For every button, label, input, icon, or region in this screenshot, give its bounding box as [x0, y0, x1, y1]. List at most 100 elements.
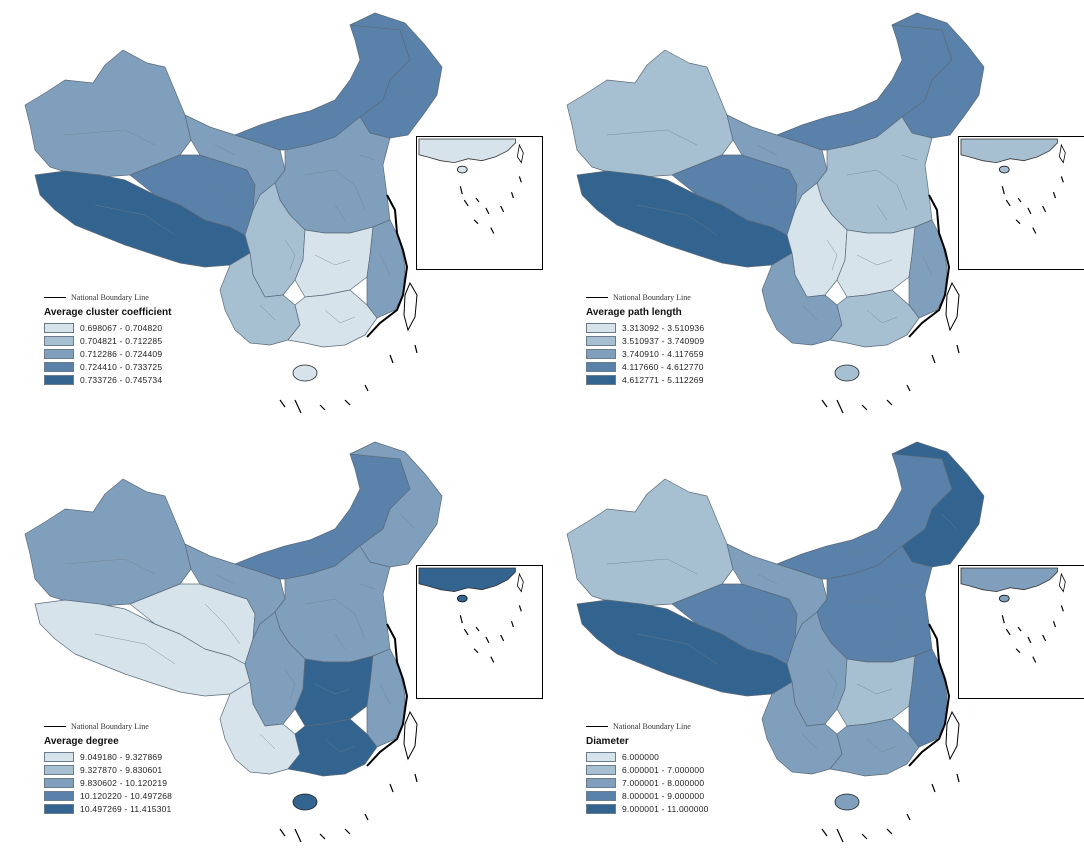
boundary-dash	[886, 828, 893, 835]
inset-dash	[1052, 620, 1057, 628]
province-border	[324, 738, 356, 753]
choropleth-map	[24, 12, 443, 414]
inset-dash	[1060, 605, 1064, 612]
legend-label: 10.120220 - 10.497268	[80, 790, 173, 801]
inset-hainan	[998, 594, 1010, 603]
inset-dash	[1005, 199, 1011, 207]
boundary-dash	[931, 783, 936, 793]
legend-swatch	[44, 374, 74, 385]
choropleth-map	[566, 441, 985, 843]
map-legend: National Boundary Line Average degree 9.04…	[44, 722, 172, 815]
boundary-dash	[821, 828, 828, 837]
legend-label: 0.698067 - 0.704820	[80, 322, 163, 333]
legend-label: 3.510937 - 3.740909	[622, 335, 705, 346]
legend-item: 0.698067 - 0.704820	[44, 321, 171, 334]
province-border	[866, 309, 898, 324]
legend-label: 4.117660 - 4.612770	[622, 361, 704, 372]
legend-item: 0.733726 - 0.745734	[44, 373, 171, 386]
province-border	[856, 683, 893, 695]
inset-dash	[1001, 615, 1005, 624]
boundary-legend-entry: National Boundary Line	[586, 722, 709, 731]
legend-label: 9.327870 - 9.830601	[80, 764, 163, 775]
province-border	[846, 598, 908, 640]
region-taiwan	[403, 281, 418, 332]
boundary-legend-entry: National Boundary Line	[44, 722, 172, 731]
legend-swatch	[44, 803, 74, 814]
legend-swatch	[44, 322, 74, 333]
legend-item: 3.510937 - 3.740909	[586, 334, 704, 347]
legend-swatch	[586, 790, 616, 801]
legend-label: 4.612771 - 5.112269	[622, 374, 704, 385]
legend-item: 6.000001 - 7.000000	[586, 763, 709, 776]
legend-title: Average path length	[586, 307, 682, 318]
legend-item: 9.327870 - 9.830601	[44, 763, 172, 776]
boundary-legend-entry: National Boundary Line	[586, 293, 704, 302]
inset-dash	[510, 191, 515, 199]
boundary-line-swatch	[44, 726, 66, 727]
boundary-line-swatch	[44, 297, 66, 298]
province-border	[876, 633, 888, 650]
province-border	[756, 573, 778, 585]
inset-dash	[1001, 186, 1005, 195]
inset-dash	[490, 656, 495, 663]
legend-label: 6.000000	[622, 751, 660, 762]
legend-title: Average degree	[44, 736, 119, 747]
legend-item: 3.313092 - 3.510936	[586, 321, 704, 334]
region-xinjiang	[24, 478, 192, 607]
province-border	[204, 603, 241, 645]
boundary-dash	[344, 828, 351, 835]
inset-taiwan	[516, 143, 524, 164]
map-legend: National Boundary Line Average cluster co…	[44, 293, 171, 386]
province-border	[359, 583, 376, 590]
inset-dash	[459, 615, 463, 624]
legend-label: 10.497269 - 11.415301	[80, 803, 172, 814]
inset-dash	[475, 197, 480, 203]
inset-dash	[463, 199, 469, 207]
inset-hainan	[998, 165, 1010, 174]
map-panel-4: National Boundary Line Diameter 6.000000 6.…	[542, 429, 1084, 858]
legend-item: 7.000001 - 8.000000	[586, 776, 709, 789]
legend-swatch	[586, 374, 616, 385]
boundary-dash	[821, 399, 828, 408]
boundary-dash	[364, 813, 369, 821]
legend-item: 10.120220 - 10.497268	[44, 789, 172, 802]
province-border	[334, 204, 346, 221]
boundary-dash	[956, 344, 960, 354]
legend-title: Average cluster coefficient	[44, 307, 172, 318]
inset-dash	[490, 227, 495, 234]
province-border	[636, 633, 718, 665]
boundary-label: National Boundary Line	[613, 722, 691, 731]
coastline	[366, 194, 409, 338]
inset-dash	[1027, 636, 1032, 644]
region-central	[294, 226, 374, 298]
legend-swatch	[586, 803, 616, 814]
inset-dash	[1052, 191, 1057, 199]
boundary-dash	[906, 384, 911, 392]
inset-dash	[1042, 634, 1047, 642]
province-border	[324, 309, 356, 324]
inset-dash	[475, 626, 480, 632]
province-border	[866, 738, 898, 753]
boundary-dash	[344, 399, 351, 406]
region-taiwan	[945, 710, 960, 761]
province-border	[826, 239, 838, 271]
map-panel-3: National Boundary Line Average degree 9.04…	[0, 429, 543, 858]
boundary-dash	[389, 783, 394, 793]
boundary-dash	[294, 828, 302, 843]
legend-label: 0.733726 - 0.745734	[80, 374, 163, 385]
legend-swatch	[586, 322, 616, 333]
coastline	[366, 623, 409, 767]
legend-swatch	[586, 777, 616, 788]
boundary-dash	[319, 404, 326, 411]
province-border	[304, 109, 346, 126]
legend-item: 6.000000	[586, 750, 709, 763]
province-border	[901, 583, 918, 590]
province-border	[846, 169, 908, 211]
inset-dash	[473, 648, 479, 654]
legend-label: 0.724410 - 0.733725	[80, 361, 163, 372]
region-hainan	[292, 364, 318, 382]
region-xinjiang	[566, 49, 734, 178]
legend-swatch	[586, 764, 616, 775]
inset-dash	[1017, 626, 1022, 632]
province-border	[64, 129, 156, 146]
